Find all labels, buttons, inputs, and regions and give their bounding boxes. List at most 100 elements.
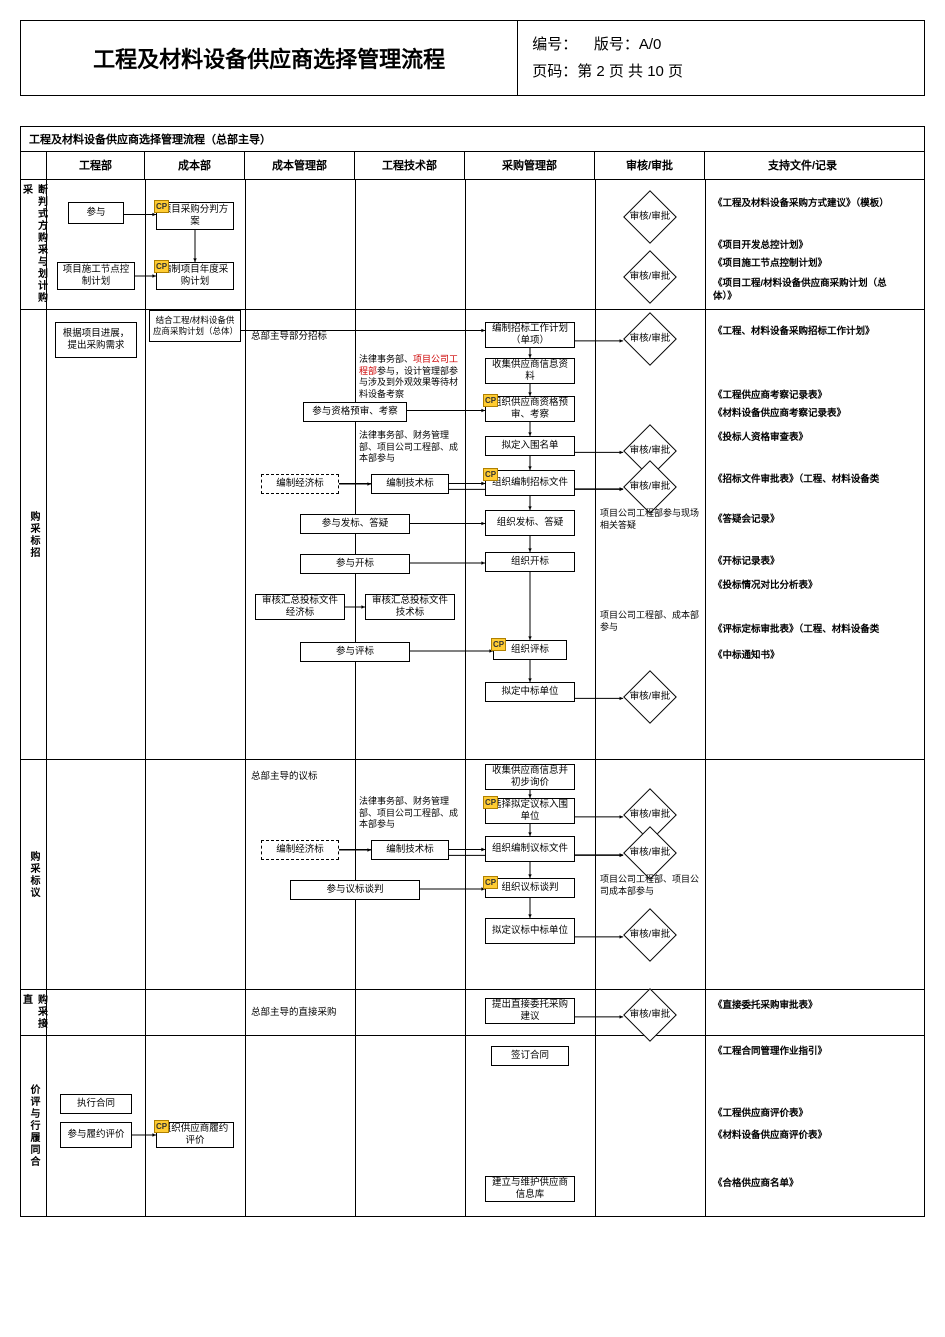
note-legal-1: 法律事务部、项目公司工程部参与，设计管理部参与涉及到外观效果等待材料设备考察 — [359, 354, 461, 401]
phases-container: 断判式方购采与划计购采参与项目采购分判方案CP审核/审批项目施工节点控制计划编制… — [21, 180, 924, 1216]
note-legal-3: 法律事务部、财务管理部、项目公司工程部、成本部参与 — [359, 796, 461, 831]
execute-contract: 执行合同 — [60, 1094, 132, 1114]
column-header-c5: 采购管理部 — [465, 152, 595, 179]
participate-1: 参与 — [68, 202, 124, 224]
organize-open: 组织开标 — [485, 552, 575, 572]
direct-purchase-suggest: 提出直接委托采购建议 — [485, 998, 575, 1024]
column-header-c3: 成本管理部 — [245, 152, 355, 179]
phase-body-p3: 总部主导的议标 收集供应商信息并初步询价法律事务部、财务管理部、项目公司工程部、成… — [47, 760, 924, 989]
participate-eval: 参与评标 — [300, 642, 410, 662]
organize-bid-docs: 组织编制招标文件 — [485, 470, 575, 496]
doc-meta: 编号： 版号：A/0 页码：第 2 页 共 10 页 — [518, 21, 925, 96]
compile-econ-bid: 编制经济标 — [261, 474, 339, 494]
section-yibiao: 总部主导的议标 — [251, 768, 318, 782]
phase-body-p1: 参与项目采购分判方案CP审核/审批项目施工节点控制计划编制项目年度采购计划CP审… — [47, 180, 924, 309]
approve-1 — [623, 190, 677, 244]
cp-badge: CP — [483, 394, 498, 407]
note-legal-2: 法律事务部、财务管理部、项目公司工程部、成本部参与 — [359, 430, 461, 465]
construction-node-plan: 项目施工节点控制计划 — [57, 262, 135, 290]
flowchart: 工程及材料设备供应商选择管理流程（总部主导） 工程部成本部成本管理部工程技术部采… — [20, 126, 925, 1217]
approve-5 — [623, 460, 677, 514]
collect-supplier-info: 收集供应商信息资料 — [485, 358, 575, 384]
participate-issue: 参与发标、答疑 — [300, 514, 410, 534]
organize-issue: 组织发标、答疑 — [485, 510, 575, 536]
phase-p2: 购采标招根据项目进展，提出采购需求结合工程/材料设备供应商采购计划（总体） 总部主… — [21, 310, 924, 760]
support-doc: 《工程合同管理作业指引》 — [713, 1046, 894, 1059]
support-doc: 《工程供应商评价表》 — [713, 1108, 894, 1121]
support-doc: 《直接委托采购审批表》 — [713, 1000, 894, 1013]
support-doc: 《开标记录表》 — [713, 556, 894, 569]
sign-contract: 签订合同 — [491, 1046, 569, 1066]
phase-label-p5: 价评与行履同合 — [21, 1036, 47, 1216]
phase-body-p5: 签订合同执行合同参与履约评价组织供应商履约评价CP建立与维护供应商信息库《工程合… — [47, 1036, 924, 1216]
compile-tech-bid: 编制技术标 — [371, 474, 449, 494]
participate-perform-eval: 参与履约评价 — [60, 1122, 132, 1148]
organize-negotiate-docs: 组织编制议标文件 — [485, 836, 575, 862]
phase-body-p2: 根据项目进展，提出采购需求结合工程/材料设备供应商采购计划（总体） 总部主导部分招… — [47, 310, 924, 759]
collect-and-inquire: 收集供应商信息并初步询价 — [485, 764, 575, 790]
support-doc: 《材料设备供应商考察记录表》 — [713, 408, 894, 421]
approve-10 — [623, 988, 677, 1042]
phase-label-p2: 购采标招 — [21, 310, 47, 759]
phase-p1: 断判式方购采与划计购采参与项目采购分判方案CP审核/审批项目施工节点控制计划编制… — [21, 180, 924, 310]
cp-badge: CP — [483, 468, 498, 481]
phase-p3: 购采标议 总部主导的议标 收集供应商信息并初步询价法律事务部、财务管理部、项目公司工… — [21, 760, 924, 990]
page-label: 页码：第 2 页 共 10 页 — [532, 63, 683, 80]
phase-label-p4: 购采接直 — [21, 990, 47, 1035]
support-doc: 《中标通知书》 — [713, 650, 894, 663]
support-doc: 《项目工程/材料设备供应商采购计划（总体）》 — [713, 278, 894, 304]
column-header-c6: 审核/审批 — [595, 152, 705, 179]
phase-label-p3: 购采标议 — [21, 760, 47, 989]
support-doc: 《评标定标审批表》（工程、材料设备类 — [713, 624, 894, 637]
flow-title: 工程及材料设备供应商选择管理流程（总部主导） — [21, 127, 924, 152]
doc-title: 工程及材料设备供应商选择管理流程 — [21, 21, 518, 96]
compile-tech-bid-2: 编制技术标 — [371, 840, 449, 860]
column-header-c7: 支持文件/记录 — [705, 152, 900, 179]
phase-p4: 购采接直总部主导的直接采购提出直接委托采购建议审核/审批《直接委托采购审批表》 — [21, 990, 924, 1036]
code-label: 编号： — [532, 36, 577, 53]
column-headers: 工程部成本部成本管理部工程技术部采购管理部审核/审批支持文件/记录 — [21, 152, 924, 180]
support-doc: 《工程及材料设备采购方式建议》（模板） — [713, 198, 894, 211]
select-negotiate-list: 选择拟定议标入围单位 — [485, 798, 575, 824]
support-doc: 《合格供应商名单》 — [713, 1178, 894, 1191]
maintain-supplier-db: 建立与维护供应商信息库 — [485, 1176, 575, 1202]
support-doc: 《投标人资格审查表》 — [713, 432, 894, 445]
approve-6 — [623, 670, 677, 724]
cp-badge: CP — [154, 260, 169, 273]
approve-8 — [623, 826, 677, 880]
support-doc: 《投标情况对比分析表》 — [713, 580, 894, 593]
phase-label-p1: 断判式方购采与划计购采 — [21, 180, 47, 309]
support-doc: 《材料设备供应商评价表》 — [713, 1130, 894, 1143]
support-doc: 《项目施工节点控制计划》 — [713, 258, 894, 271]
review-econ: 审核汇总投标文件经济标 — [255, 594, 345, 620]
draft-winner: 拟定中标单位 — [485, 682, 575, 702]
support-doc: 《工程、材料设备采购招标工作计划》 — [713, 326, 894, 339]
column-header-c4: 工程技术部 — [355, 152, 465, 179]
cp-badge: CP — [483, 796, 498, 809]
column-header-c1: 工程部 — [47, 152, 145, 179]
phase-body-p4: 总部主导的直接采购提出直接委托采购建议审核/审批《直接委托采购审批表》 — [47, 990, 924, 1035]
participate-negotiate: 参与议标谈判 — [290, 880, 420, 900]
participate-open: 参与开标 — [300, 554, 410, 574]
combine-plan: 结合工程/材料设备供应商采购计划（总体） — [149, 310, 241, 342]
compile-econ-bid-2: 编制经济标 — [261, 840, 339, 860]
support-doc: 《招标文件审批表》（工程、材料设备类 — [713, 474, 894, 487]
draft-negotiate-winner: 拟定议标中标单位 — [485, 918, 575, 944]
version-label: 版号：A/0 — [594, 36, 662, 53]
draft-shortlist: 拟定入围名单 — [485, 436, 575, 456]
section-zbzbid: 总部主导部分招标 — [251, 328, 327, 342]
cp-badge: CP — [154, 1120, 169, 1133]
section-direct: 总部主导的直接采购 — [251, 1004, 337, 1018]
support-doc: 《工程供应商考察记录表》 — [713, 390, 894, 403]
support-doc: 《项目开发总控计划》 — [713, 240, 894, 253]
note-pc-neg: 项目公司工程部、项目公司成本部参与 — [600, 874, 700, 897]
propose-demand: 根据项目进展，提出采购需求 — [55, 322, 137, 358]
column-header-c2: 成本部 — [145, 152, 245, 179]
cp-badge: CP — [483, 876, 498, 889]
note-pc-eval: 项目公司工程部、成本部参与 — [600, 610, 700, 633]
participate-prequalify: 参与资格预审、考察 — [303, 402, 407, 422]
organize-negotiate: 组织议标谈判 — [485, 878, 575, 898]
support-doc: 《答疑会记录》 — [713, 514, 894, 527]
phase-p5: 价评与行履同合签订合同执行合同参与履约评价组织供应商履约评价CP建立与维护供应商… — [21, 1036, 924, 1216]
cp-badge: CP — [154, 200, 169, 213]
